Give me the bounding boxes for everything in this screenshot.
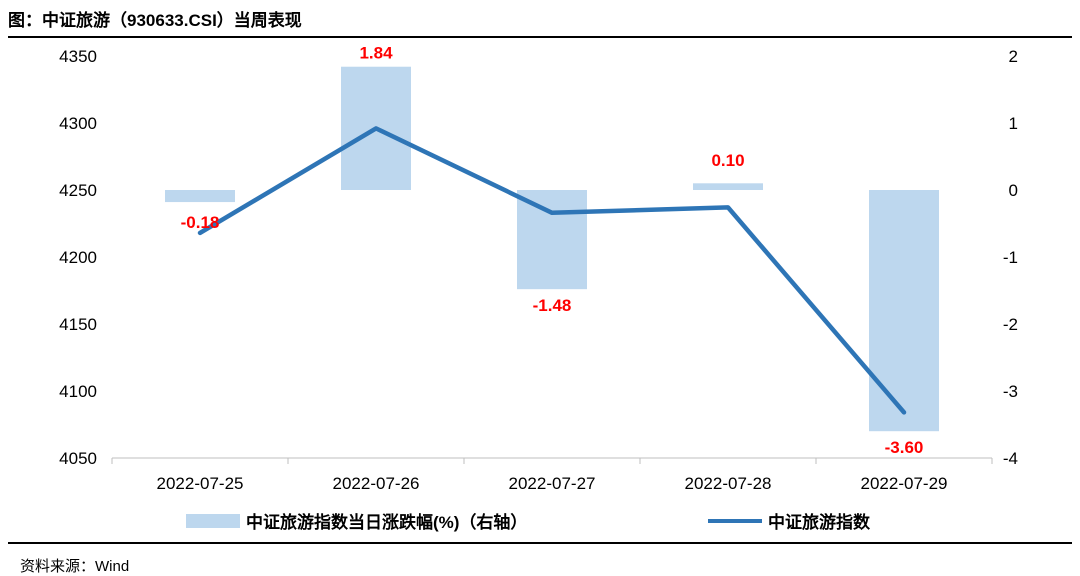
y-left-tick-label: 4250 <box>59 181 97 200</box>
axis-layer <box>111 457 993 464</box>
x-tick-label: 2022-07-29 <box>861 474 948 493</box>
y-right-tick-label: -1 <box>1003 248 1018 267</box>
legend-line-label: 中证旅游指数 <box>768 513 870 532</box>
top-divider <box>8 36 1072 38</box>
bar-data-label: -1.48 <box>533 296 572 315</box>
bar-data-label: -0.18 <box>181 213 220 232</box>
y-left-tick-label: 4350 <box>59 47 97 66</box>
y-right-tick-label: 0 <box>1009 181 1018 200</box>
y-left-tick-label: 4150 <box>59 315 97 334</box>
bar-2022-07-27 <box>517 190 587 290</box>
x-tick-label: 2022-07-25 <box>157 474 244 493</box>
chart: 2022-07-25 2022-07-26 2022-07-27 2022-07-28… <box>59 44 1018 493</box>
line-layer <box>197 126 907 415</box>
legend-item-bar: 中证旅游指数当日涨跌幅(%)（右轴） <box>186 508 527 533</box>
page-title: 图：中证旅游（930633.CSI）当周表现 <box>8 11 302 30</box>
bar-data-label: 1.84 <box>359 44 393 63</box>
y-right-tick-label: -2 <box>1003 315 1018 334</box>
y-left-tick-label: 4200 <box>59 248 97 267</box>
source-note: 资料来源：Wind <box>20 558 130 575</box>
y-left-tick-label: 4300 <box>59 114 97 133</box>
x-tick-label: 2022-07-28 <box>685 474 772 493</box>
bar-2022-07-29 <box>869 190 939 432</box>
y-right-tick-label: 1 <box>1009 114 1018 133</box>
legend-item-line: 中证旅游指数 <box>708 508 870 533</box>
y-right-tick-label: -4 <box>1003 449 1018 468</box>
bottom-divider <box>8 542 1072 544</box>
index-line <box>197 126 907 415</box>
bar-2022-07-25 <box>165 190 235 203</box>
legend-bar-swatch <box>186 513 240 528</box>
x-tick-label: 2022-07-26 <box>333 474 420 493</box>
legend-line-swatch <box>708 518 762 523</box>
y-right-tick-label: 2 <box>1009 47 1018 66</box>
bar-2022-07-28 <box>693 183 763 190</box>
bar-data-label: 0.10 <box>711 151 744 170</box>
bars-layer <box>165 66 939 432</box>
legend-bar-label: 中证旅游指数当日涨跌幅(%)（右轴） <box>246 513 528 532</box>
x-tick-label: 2022-07-27 <box>509 474 596 493</box>
labels-layer: 2022-07-25 2022-07-26 2022-07-27 2022-07-28… <box>59 44 1018 493</box>
bar-data-label: -3.60 <box>885 438 924 457</box>
y-right-tick-label: -3 <box>1003 382 1018 401</box>
y-left-tick-label: 4050 <box>59 449 97 468</box>
y-left-tick-label: 4100 <box>59 382 97 401</box>
